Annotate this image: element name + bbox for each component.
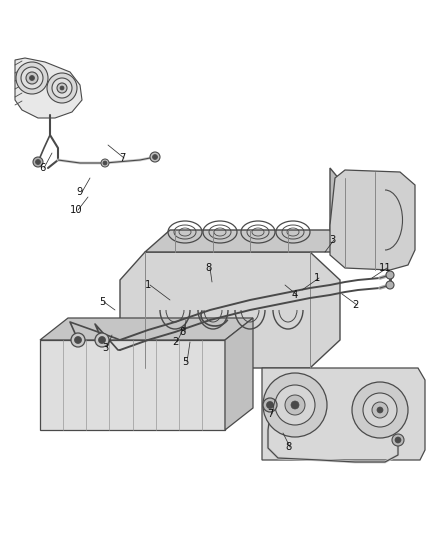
Circle shape (263, 398, 277, 412)
Circle shape (33, 157, 43, 167)
Polygon shape (40, 318, 253, 340)
Circle shape (363, 393, 397, 427)
Circle shape (291, 401, 299, 409)
Circle shape (263, 373, 327, 437)
Text: 9: 9 (77, 187, 83, 197)
Text: 2: 2 (172, 337, 178, 347)
Text: 10: 10 (70, 205, 82, 215)
Text: 11: 11 (378, 263, 392, 273)
Circle shape (395, 437, 401, 443)
Circle shape (266, 401, 273, 408)
Text: 3: 3 (102, 343, 108, 353)
Circle shape (275, 385, 315, 425)
Text: 4: 4 (292, 290, 298, 300)
Circle shape (386, 271, 394, 279)
Text: 1: 1 (314, 273, 320, 283)
Text: 8: 8 (180, 327, 186, 337)
Polygon shape (330, 168, 340, 252)
Circle shape (103, 161, 107, 165)
Polygon shape (15, 58, 82, 118)
Text: 7: 7 (267, 409, 273, 419)
Circle shape (71, 333, 85, 347)
Circle shape (386, 281, 394, 289)
Circle shape (60, 86, 64, 90)
Circle shape (95, 333, 109, 347)
Circle shape (377, 407, 383, 413)
Polygon shape (262, 368, 425, 460)
Polygon shape (40, 340, 225, 430)
Text: 3: 3 (329, 235, 335, 245)
Circle shape (74, 336, 81, 343)
Circle shape (35, 159, 40, 165)
Text: 1: 1 (145, 280, 151, 290)
Polygon shape (330, 170, 415, 270)
Text: 5: 5 (182, 357, 188, 367)
Circle shape (152, 155, 158, 159)
Circle shape (285, 395, 305, 415)
Text: 2: 2 (352, 300, 358, 310)
Circle shape (47, 73, 77, 103)
Text: 8: 8 (205, 263, 211, 273)
Circle shape (392, 434, 404, 446)
Circle shape (16, 62, 48, 94)
Polygon shape (145, 230, 340, 252)
Text: 6: 6 (39, 163, 45, 173)
Circle shape (101, 159, 109, 167)
Circle shape (372, 402, 388, 418)
Text: 7: 7 (119, 153, 125, 163)
Polygon shape (120, 252, 340, 368)
Circle shape (352, 382, 408, 438)
Polygon shape (225, 318, 253, 430)
Circle shape (21, 67, 43, 89)
Circle shape (150, 152, 160, 162)
Circle shape (57, 83, 67, 93)
Circle shape (26, 72, 38, 84)
Text: 8: 8 (285, 442, 291, 452)
Text: 5: 5 (99, 297, 105, 307)
Circle shape (99, 336, 106, 343)
Circle shape (52, 78, 72, 98)
Circle shape (29, 76, 35, 80)
